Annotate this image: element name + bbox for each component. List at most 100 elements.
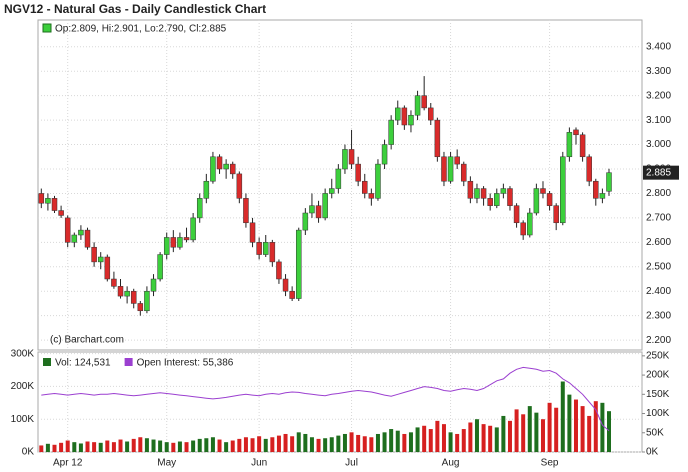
candle-body: [593, 180, 599, 199]
volume-bar: [514, 409, 519, 452]
candle-body: [606, 172, 612, 192]
volume-bar: [164, 442, 169, 452]
candle-body: [461, 163, 467, 182]
volume-bar: [395, 430, 400, 452]
candle-body: [579, 134, 586, 158]
candle-body: [533, 188, 540, 214]
candle-body: [84, 229, 91, 248]
candle-body: [342, 149, 348, 170]
candle-body: [163, 237, 170, 255]
last-price-box: [643, 165, 679, 180]
candle-body: [117, 286, 124, 297]
candle-body: [428, 107, 434, 121]
volume-bar: [382, 432, 387, 452]
x-tick-label: Jul: [345, 458, 358, 469]
candle-body: [487, 198, 493, 206]
volume-bar: [177, 441, 182, 452]
candle-body: [467, 180, 474, 199]
volume-bar: [39, 445, 44, 452]
candle-body: [599, 193, 606, 199]
candle-body: [177, 237, 183, 248]
volume-bar: [111, 442, 116, 452]
y2-tick-label: 50K: [646, 427, 664, 438]
volume-bar: [441, 424, 446, 452]
volume-bar: [296, 432, 301, 452]
x-tick-label: Apr 12: [53, 458, 83, 469]
candle-body: [262, 242, 269, 255]
y-tick-label: 2.200: [646, 335, 671, 346]
y-tick-label: 3.200: [646, 90, 671, 101]
y-tick-label: 2.500: [646, 261, 671, 272]
candle-body: [111, 278, 117, 287]
candle-body: [381, 144, 388, 165]
volume-bar: [435, 420, 440, 452]
volume-bar: [356, 434, 361, 452]
legend-swatch: [124, 358, 133, 366]
volume-bar: [217, 439, 222, 452]
candle-body: [236, 173, 243, 199]
volume-bar: [250, 438, 255, 452]
volume-bar: [488, 425, 493, 452]
candle-body: [71, 234, 78, 243]
volume-bar: [197, 438, 202, 452]
volume-bar: [606, 411, 611, 452]
volume-bar: [593, 401, 598, 452]
volume-bar: [580, 406, 585, 452]
candle-body: [395, 107, 401, 121]
candle-body: [289, 290, 295, 299]
plot-layer: 2.2002.3002.4002.5002.6002.7002.8002.900…: [11, 20, 679, 469]
candle-body: [546, 193, 553, 206]
volume-bar: [481, 424, 486, 452]
volume-bar: [587, 415, 592, 452]
candle-body: [348, 149, 355, 165]
volume-bar: [468, 422, 473, 452]
y2-tick-label: 0K: [646, 447, 659, 458]
candle-body: [447, 156, 454, 182]
candle-body: [38, 193, 45, 204]
candle-body: [256, 242, 262, 255]
volume-bar: [455, 433, 460, 452]
volume-bar: [224, 442, 229, 452]
volume-bar: [151, 439, 156, 452]
candle-body: [362, 180, 368, 194]
candle-body: [560, 156, 566, 224]
candle-body: [276, 261, 282, 280]
candle-body: [196, 198, 203, 219]
candle-body: [282, 278, 289, 292]
volume-bar: [534, 412, 539, 452]
candle-body: [513, 205, 520, 224]
y-tick-label: 3.000: [646, 139, 671, 150]
candle-body: [553, 205, 559, 224]
volume-bar: [78, 443, 83, 452]
candle-body: [190, 217, 196, 241]
candle-body: [203, 180, 210, 199]
candle-body: [454, 156, 460, 165]
candle-body: [368, 193, 375, 199]
candle-body: [586, 156, 592, 182]
candle-body: [91, 246, 97, 263]
candle-body: [335, 168, 342, 189]
volume-bar: [349, 432, 354, 452]
volume-bar: [210, 437, 215, 452]
candle-body: [328, 188, 335, 194]
y-tick-label: 200K: [11, 381, 35, 392]
candle-body: [210, 156, 216, 182]
volume-bar: [329, 437, 334, 452]
volume-bar: [52, 444, 57, 452]
volume-bar: [494, 427, 499, 452]
volume-bar: [158, 440, 163, 452]
candle-body: [104, 256, 111, 280]
x-tick-label: May: [157, 458, 176, 469]
candle-body: [309, 205, 315, 214]
volume-bar: [243, 437, 248, 452]
candle-body: [183, 237, 190, 241]
candle-body: [408, 114, 414, 126]
candle-body: [97, 256, 104, 263]
volume-bar: [573, 399, 578, 452]
volume-bar: [138, 437, 143, 452]
candle-body: [540, 188, 546, 194]
volume-bar: [422, 425, 427, 452]
price-legend: Op:2.809, Hi:2.901, Lo:2.790, Cl:2.885: [55, 24, 227, 35]
candle-body: [507, 188, 513, 206]
volume-bar: [131, 438, 136, 452]
